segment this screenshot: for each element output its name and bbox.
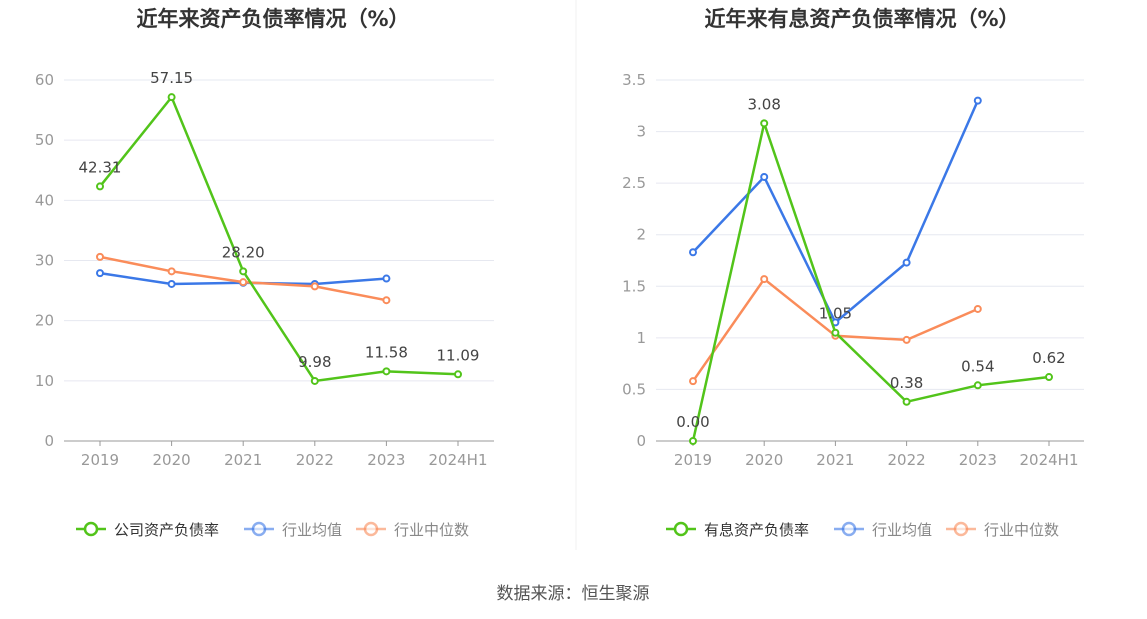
y-tick-label: 3.5 [622,71,646,89]
legend-marker [841,521,857,537]
y-tick-label: 1.5 [622,277,646,295]
data-point [902,335,911,344]
source-text: 数据来源：恒生聚源 [497,584,650,604]
y-tick-label: 50 [35,131,54,149]
data-point [902,397,911,406]
data-point [382,367,391,376]
legend-label: 行业中位数 [394,521,469,539]
legend-marker [953,521,969,537]
data-point [1045,373,1053,382]
series-line [99,94,459,383]
legend-label: 行业中位数 [984,521,1059,539]
data-point [689,377,697,386]
legend-marker [83,521,99,537]
data-point [689,248,697,257]
y-tick-label: 60 [35,71,54,89]
y-tick-label: 2.5 [622,174,646,192]
x-tick-label: 2019 [674,451,712,469]
data-label: 28.20 [222,243,265,261]
y-tick-label: 3 [636,123,646,141]
legend-marker [363,521,379,537]
x-tick-label: 2024H1 [1020,451,1079,469]
series-line [691,118,1050,442]
x-tick-label: 2023 [959,451,997,469]
data-label: 0.54 [961,357,994,375]
y-tick-label: 30 [35,252,54,270]
data-label: 0.38 [890,374,923,392]
data-label: 3.08 [747,95,780,113]
y-tick-label: 10 [35,372,54,390]
series-line [692,100,979,325]
data-label: 11.58 [365,343,408,361]
data-point [96,269,104,278]
x-tick-label: 2024H1 [429,451,488,469]
chart-title: 近年来资产负债率情况（%） [136,7,409,31]
legend-marker [251,521,267,537]
data-point [239,278,248,287]
data-point [973,304,982,313]
y-tick-label: 1 [636,329,646,347]
legend-label: 有息资产负债率 [704,521,809,539]
data-point [96,182,104,191]
data-point [167,93,176,102]
y-tick-label: 40 [35,191,54,209]
data-point [760,119,769,128]
legend-marker [673,521,689,537]
legend-label: 行业均值 [282,521,342,539]
data-point [382,274,391,283]
y-tick-label: 20 [35,312,54,330]
legend-label: 公司资产负债率 [114,521,219,539]
y-tick-label: 2 [636,226,646,244]
data-point [167,267,176,276]
data-label: 0.62 [1032,349,1065,367]
x-tick-label: 2019 [81,451,119,469]
data-label: 1.05 [819,305,852,323]
data-point [973,381,982,390]
y-tick-label: 0 [44,432,54,450]
data-label: 9.98 [298,353,331,371]
x-tick-label: 2022 [888,451,926,469]
data-point [973,96,982,105]
data-point [96,252,104,261]
data-point [310,376,319,385]
x-tick-label: 2023 [367,451,405,469]
data-label: 57.15 [150,69,193,87]
x-tick-label: 2020 [745,451,783,469]
data-point [902,258,911,267]
data-point [310,282,319,291]
data-point [689,437,697,445]
data-point [239,267,248,276]
x-tick-label: 2022 [296,451,334,469]
data-point [760,172,769,181]
x-tick-label: 2020 [153,451,191,469]
data-label: 0.00 [676,413,709,431]
chart-title: 近年来有息资产负债率情况（%） [704,7,1019,31]
data-point [760,275,769,284]
legend-label: 行业均值 [872,521,932,539]
y-tick-label: 0 [636,432,646,450]
data-point [167,279,176,288]
y-tick-label: 0.5 [622,380,646,398]
data-point [831,328,840,337]
x-tick-label: 2021 [224,451,262,469]
data-point [382,296,391,305]
x-tick-label: 2021 [816,451,854,469]
data-point [454,370,462,379]
data-label: 11.09 [437,346,480,364]
data-label: 42.31 [79,158,122,176]
